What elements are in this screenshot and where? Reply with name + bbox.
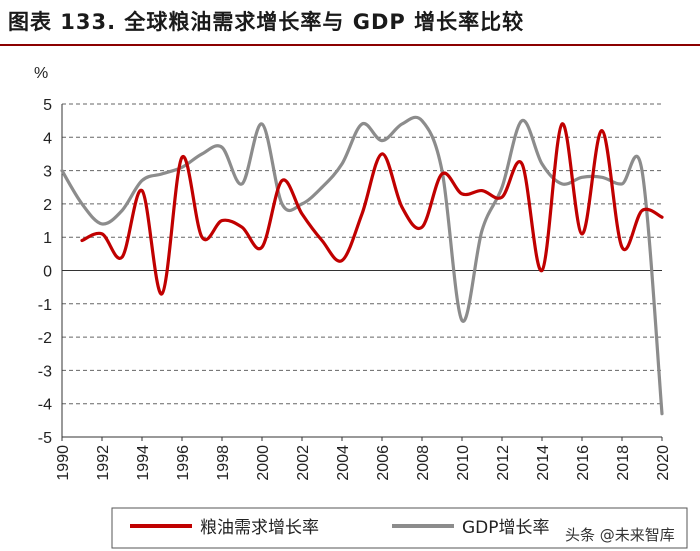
axes xyxy=(61,104,663,441)
legend-label-gdp: GDP增长率 xyxy=(462,518,550,538)
y-tick-label: -1 xyxy=(38,297,52,314)
chart-title: 图表 133. 全球粮油需求增长率与 GDP 增长率比较 xyxy=(8,10,525,34)
y-tick-labels: 5 4 3 2 1 0 -1 -2 -3 -4 -5 xyxy=(38,97,52,447)
x-tick-label: 2004 xyxy=(335,445,352,481)
x-tick-label: 1990 xyxy=(55,445,72,481)
series-lines xyxy=(60,115,664,416)
x-tick-label: 2020 xyxy=(655,445,672,481)
watermark: 头条 @未来智库 xyxy=(565,526,675,544)
y-tick-label: -2 xyxy=(38,330,52,347)
x-tick-label: 2018 xyxy=(615,445,632,481)
y-tick-label: -3 xyxy=(38,363,52,380)
y-tick-label: 0 xyxy=(43,264,52,281)
x-tick-label: 2008 xyxy=(415,445,432,481)
x-tick-label: 2016 xyxy=(575,445,592,481)
legend-label-grain: 粮油需求增长率 xyxy=(200,518,319,538)
x-tick-label: 1992 xyxy=(95,445,112,481)
y-tick-label: 2 xyxy=(43,197,52,214)
y-axis-unit-label: % xyxy=(34,65,48,82)
x-tick-label: 2012 xyxy=(495,445,512,481)
x-tick-label: 2006 xyxy=(375,445,392,481)
x-tick-label: 1994 xyxy=(135,445,152,481)
x-tick-label: 1998 xyxy=(215,445,232,481)
y-tick-label: 1 xyxy=(43,230,52,247)
title-bar: 图表 133. 全球粮油需求增长率与 GDP 增长率比较 xyxy=(0,0,700,46)
series-line-gdp xyxy=(60,115,664,416)
x-tick-label: 2002 xyxy=(295,445,312,481)
gridlines xyxy=(62,103,662,405)
x-tick-labels: 1990 1992 1994 1996 1998 2000 2002 2004 2006 2008… xyxy=(55,445,672,481)
title-underline xyxy=(0,44,700,46)
x-tick-label: 1996 xyxy=(175,445,192,481)
y-tick-label: 5 xyxy=(43,97,52,114)
x-tick-label: 2014 xyxy=(535,445,552,481)
y-tick-label: -4 xyxy=(38,397,52,414)
legend: 粮油需求增长率 GDP增长率 xyxy=(111,507,688,549)
y-tick-label: 4 xyxy=(43,130,52,147)
x-tick-label: 2000 xyxy=(255,445,272,481)
y-tick-label: -5 xyxy=(38,430,52,447)
series-line-grain-demand xyxy=(80,122,664,296)
y-tick-label: 3 xyxy=(43,164,52,181)
x-tick-label: 2010 xyxy=(455,445,472,481)
